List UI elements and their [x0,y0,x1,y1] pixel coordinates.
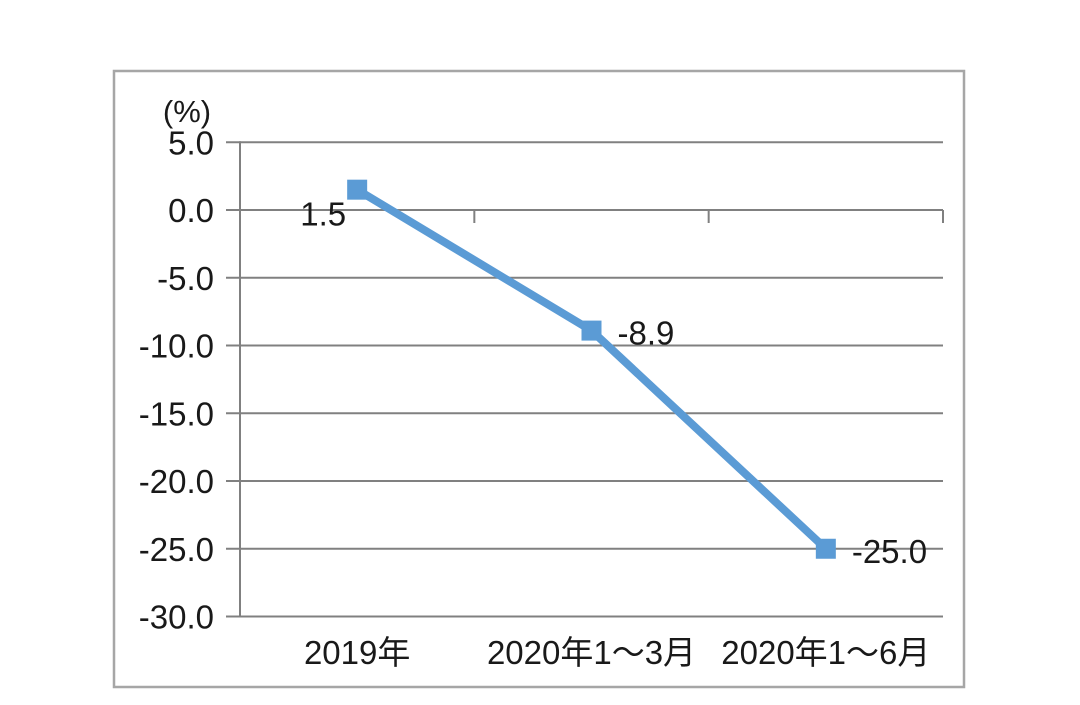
data-point-marker [347,179,368,200]
x-category-label: 2019年 [304,634,410,671]
data-point-marker [815,538,836,559]
data-point-marker [581,320,602,341]
y-axis-unit-label: (%) [163,94,211,129]
y-tick-label: 5.0 [168,124,214,161]
chart-border [112,69,966,689]
y-tick-label: -25.0 [139,531,214,568]
y-tick-label: -5.0 [157,260,214,297]
x-category-label: 2020年1～6月 [721,634,930,671]
data-point-label: 1.5 [300,196,346,233]
y-tick-label: -15.0 [139,395,214,432]
y-tick-label: 0.0 [168,192,214,229]
x-category-label: 2020年1～3月 [487,634,696,671]
y-tick-label: -30.0 [139,599,214,636]
series-line [355,186,829,552]
data-point-label: -25.0 [852,533,927,570]
y-tick-label: -10.0 [139,328,214,365]
data-point-label: -8.9 [618,315,675,352]
y-tick-label: -20.0 [139,463,214,500]
